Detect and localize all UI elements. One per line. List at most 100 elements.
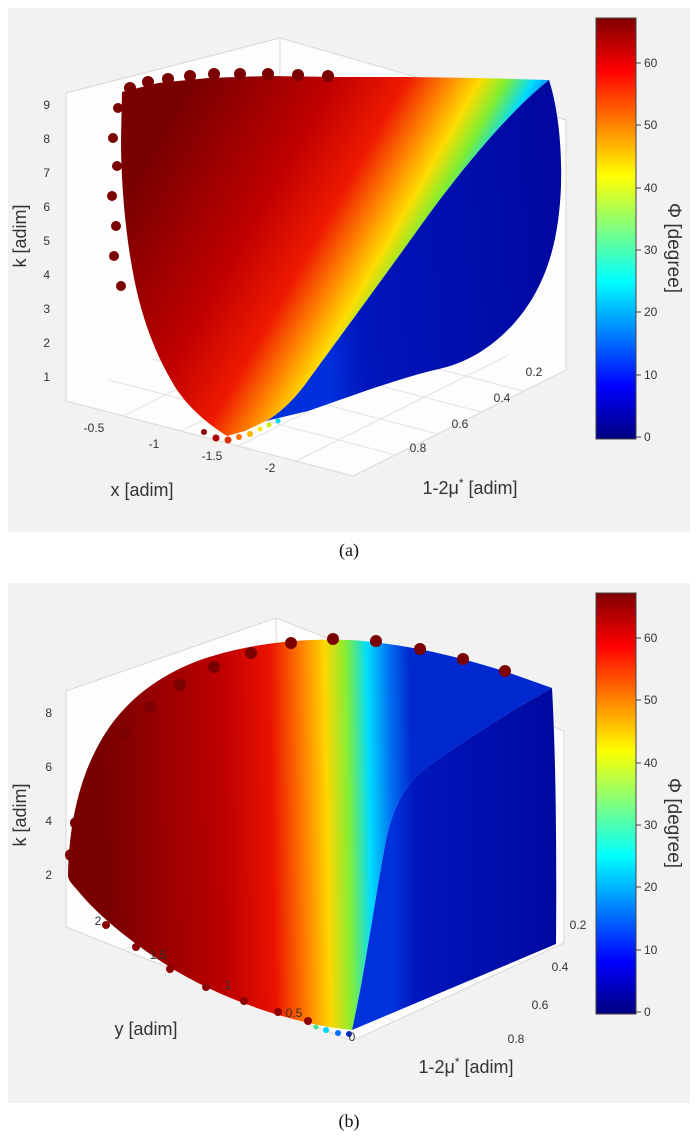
colorbar-tick-label: 50 — [644, 693, 658, 707]
mu-tick-label: 0.4 — [552, 960, 569, 974]
surface-dot — [292, 69, 304, 81]
scatter-dot — [313, 1024, 319, 1030]
z-tick-label: 4 — [43, 268, 50, 282]
colorbar-tick-label: 20 — [644, 305, 658, 319]
x-axis-label: x [adim] — [110, 480, 173, 500]
grid-line — [295, 354, 510, 462]
x-tick-label: 0.5 — [286, 1006, 303, 1020]
z-tick-label: 1 — [43, 370, 50, 384]
colorbar-label: Φ [degree] — [663, 203, 684, 293]
plot-b-canvas: k [adim] 8 6 4 2 2 1.5 1 0.5 0 y [adim] … — [10, 592, 684, 1077]
surface-dot — [166, 965, 174, 973]
colorbar-gradient — [595, 17, 637, 440]
z-tick-label: 5 — [43, 234, 50, 248]
mu-axis-label-sup: * — [455, 1055, 460, 1069]
mu-axis-label-unit: [adim] — [460, 1057, 514, 1077]
surface-dot — [285, 637, 297, 649]
surface-dot — [109, 251, 119, 261]
mu-tick-label: 0.8 — [508, 1032, 525, 1046]
surface-dot — [304, 1017, 312, 1025]
surface-dot — [202, 983, 210, 991]
x-axis-label: y [adim] — [114, 1019, 177, 1039]
z-tick-label: 7 — [43, 166, 50, 180]
surface-dot — [116, 281, 126, 291]
scatter-dot — [346, 1031, 352, 1037]
surface-dot — [262, 68, 274, 80]
surface-dot — [370, 635, 382, 647]
colorbar-tick-label: 40 — [644, 756, 658, 770]
surface-dot — [144, 701, 156, 713]
scatter-dot — [266, 422, 272, 428]
z-axis-label: k [adim] — [10, 204, 30, 267]
mu-axis-label-unit: [adim] — [464, 478, 518, 498]
surface-dot — [107, 191, 117, 201]
colorbar: 60 50 40 30 20 10 0 Φ [degree] — [595, 17, 684, 444]
surface-dot — [184, 70, 196, 82]
bottom-scatter — [313, 1024, 352, 1037]
scatter-dot — [247, 431, 253, 437]
z-tick-label: 8 — [43, 132, 50, 146]
axis-labels-b: k [adim] 8 6 4 2 2 1.5 1 0.5 0 y [adim] … — [10, 706, 587, 1077]
volume-a — [107, 68, 562, 444]
z-tick-label: 3 — [43, 302, 50, 316]
caption-a: (a) — [339, 540, 359, 560]
z-tick-label: 2 — [43, 336, 50, 350]
surface-dot — [208, 661, 220, 673]
mu-tick-label: 0.8 — [410, 441, 427, 455]
volume-rainbow-surface — [68, 639, 552, 1030]
mu-axis-label-main: 1-2μ — [422, 478, 458, 498]
mu-tick-label: 0.4 — [494, 391, 511, 405]
colorbar-tick-label: 30 — [644, 243, 658, 257]
surface-dot — [499, 665, 511, 677]
scatter-dot — [323, 1027, 329, 1033]
surface-dot — [124, 82, 136, 94]
plot-a-panel: k [adim] 9 8 7 6 5 4 3 2 1 -0.5 -1 -1.5 … — [8, 8, 690, 532]
x-tick-label: -1.5 — [202, 449, 223, 463]
x-tick-label: 0 — [349, 1030, 356, 1044]
plot-b-panel: k [adim] 8 6 4 2 2 1.5 1 0.5 0 y [adim] … — [8, 583, 690, 1103]
surface-dot — [108, 133, 118, 143]
scatter-dot — [224, 436, 232, 444]
colorbar-tick-label: 40 — [644, 181, 658, 195]
surface-dot — [245, 647, 257, 659]
surface-dot — [414, 643, 426, 655]
colorbar-gradient — [595, 592, 637, 1015]
bottom-bumps — [102, 921, 312, 1025]
colorbar-tick-label: 30 — [644, 818, 658, 832]
x-tick-label: 2 — [95, 914, 102, 928]
z-tick-label: 9 — [43, 98, 50, 112]
colorbar-tick-label: 0 — [644, 430, 651, 444]
colorbar-tick-marks — [636, 637, 641, 1013]
surface-dot — [208, 68, 220, 80]
colorbar-tick-label: 10 — [644, 943, 658, 957]
x-tick-label: -2 — [265, 461, 276, 475]
z-tick-label: 2 — [45, 868, 52, 882]
mu-tick-label: 0.2 — [570, 918, 587, 932]
mu-axis-label-main: 1-2μ — [418, 1057, 454, 1077]
scatter-dot — [275, 418, 281, 424]
surface-bumps — [65, 633, 511, 861]
mu-axis-label: 1-2μ* [adim] — [422, 476, 517, 498]
scatter-dot — [212, 434, 220, 442]
bottom-scatter — [201, 418, 281, 444]
z-tick-label: 8 — [45, 706, 52, 720]
colorbar: 60 50 40 30 20 10 0 Φ [degree] — [595, 592, 684, 1019]
colorbar-tick-label: 50 — [644, 118, 658, 132]
colorbar-tick-label: 20 — [644, 880, 658, 894]
surface-dot — [111, 221, 121, 231]
plot-a-canvas: k [adim] 9 8 7 6 5 4 3 2 1 -0.5 -1 -1.5 … — [10, 17, 684, 500]
surface-dot — [234, 68, 246, 80]
surface-dot — [327, 633, 339, 645]
surface-dot — [142, 76, 154, 88]
surface-dot — [65, 849, 77, 861]
colorbar-tick-label: 10 — [644, 368, 658, 382]
x-tick-label: 1 — [225, 978, 232, 992]
mu-tick-label: 0.6 — [532, 998, 549, 1012]
surface-bumps — [107, 68, 334, 291]
surface-dot — [162, 73, 174, 85]
scatter-dot — [201, 429, 207, 435]
scatter-dot — [335, 1030, 341, 1036]
colorbar-tick-label: 60 — [644, 631, 658, 645]
surface-dot — [240, 997, 248, 1005]
surface-dot — [97, 755, 109, 767]
